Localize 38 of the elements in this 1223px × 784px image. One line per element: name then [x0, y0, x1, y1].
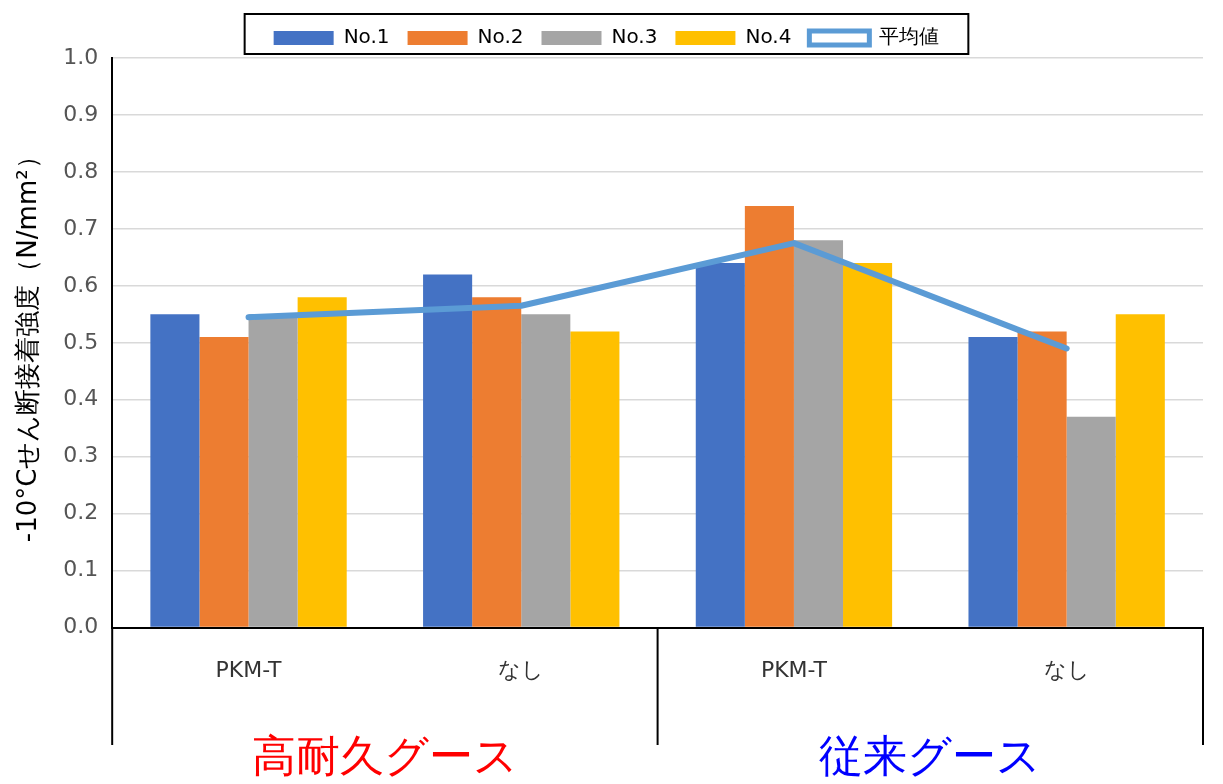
bar: [744, 206, 794, 627]
bar: [843, 263, 893, 627]
x-tick-label: PKM-T: [760, 656, 828, 682]
y-tick-label: 0.2: [63, 499, 99, 525]
bar: [1115, 314, 1165, 627]
legend-label: No.4: [745, 24, 792, 49]
bar: [793, 240, 844, 627]
legend-label: 平均値: [879, 24, 940, 49]
bar: [1017, 331, 1067, 627]
bar: [423, 274, 473, 627]
bar: [570, 331, 620, 627]
bar: [297, 297, 347, 627]
legend-label: No.1: [343, 24, 390, 49]
bar: [968, 337, 1018, 627]
y-tick-label: 0.9: [63, 100, 99, 126]
text: 従来グース: [819, 730, 1042, 782]
bar: [1066, 416, 1116, 627]
legend-label: No.3: [611, 24, 658, 49]
bar: [521, 314, 571, 627]
y-tick-label: 0.7: [63, 214, 99, 240]
x-tick-label: なし: [498, 656, 545, 682]
y-tick-label: 0.4: [63, 385, 99, 411]
x-tick-label: なし: [1043, 656, 1090, 682]
x-tick-label: PKM-T: [215, 656, 283, 682]
y-tick-label: 0.3: [63, 442, 99, 468]
y-tick-label: 1.0: [63, 43, 99, 69]
y-tick-label: 0.0: [63, 613, 99, 639]
y-axis-title: -10°Cせん断接着強度（N/mm²）: [12, 143, 43, 543]
legend-label: No.2: [477, 24, 524, 49]
y-tick-label: 0.5: [63, 328, 99, 354]
y-tick-label: 0.1: [63, 556, 99, 582]
text: 高耐久グース: [251, 730, 518, 782]
bar: [199, 337, 249, 627]
bar: [150, 314, 200, 627]
y-tick-label: 0.8: [63, 157, 99, 183]
y-tick-label: 0.6: [63, 271, 99, 297]
bar: [472, 297, 522, 627]
bar: [695, 263, 745, 627]
